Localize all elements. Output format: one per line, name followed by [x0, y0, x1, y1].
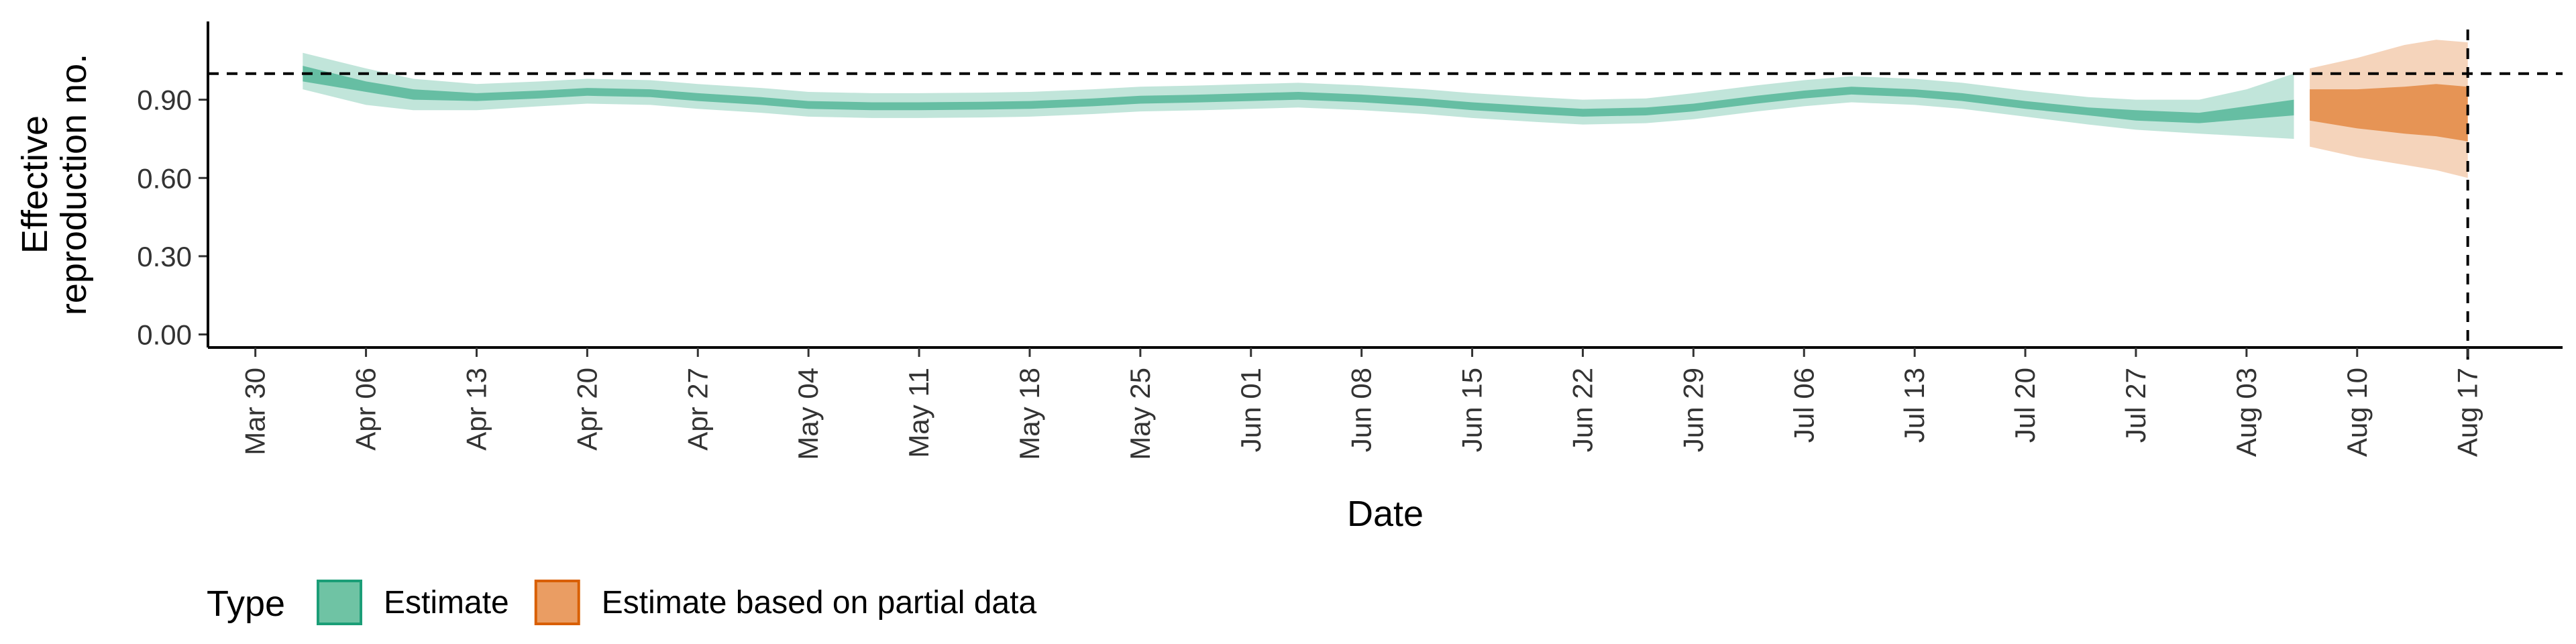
band-inner-partial	[2310, 84, 2468, 142]
x-tick-label: Aug 17	[2452, 368, 2483, 457]
legend-label-estimate: Estimate	[384, 585, 509, 621]
x-tick-label: May 11	[903, 368, 934, 458]
x-tick-label: Jun 22	[1566, 368, 1598, 452]
y-axis-title-text: Effectivereproduction no.	[15, 54, 94, 315]
x-tick-label: Mar 30	[239, 368, 271, 455]
y-tick-label: 0.00	[137, 319, 192, 351]
x-tick-label: Apr 20	[571, 368, 602, 451]
x-tick-label: Apr 27	[682, 368, 713, 451]
y-axis-ticks: 0.00 0.30 0.60 0.90	[137, 85, 208, 351]
legend: Type Estimate Estimate based on partial d…	[207, 580, 1037, 625]
x-tick-label: Jun 08	[1346, 368, 1377, 452]
y-tick-label: 0.30	[137, 241, 192, 272]
x-tick-label: Jun 15	[1456, 368, 1488, 452]
x-tick-label: Jul 13	[1898, 368, 1930, 443]
legend-swatch-estimate	[317, 580, 362, 625]
x-tick-label: Jul 06	[1788, 368, 1819, 443]
legend-title: Type	[207, 584, 285, 624]
x-tick-label: May 04	[792, 368, 824, 460]
x-tick-label: Jun 01	[1235, 368, 1267, 452]
axis-lines	[207, 21, 2563, 349]
y-tick-label: 0.60	[137, 162, 192, 194]
legend-label-partial: Estimate based on partial data	[602, 585, 1037, 621]
y-axis-title-line: Effective	[15, 115, 55, 254]
x-tick-label: Aug 03	[2231, 368, 2262, 457]
x-axis-title: Date	[1347, 494, 1424, 534]
x-tick-label: Jun 29	[1677, 368, 1709, 452]
x-tick-label: May 18	[1014, 368, 1045, 460]
y-axis-title: Effectivereproduction no.	[15, 54, 94, 315]
y-axis-title-line: reproduction no.	[54, 54, 94, 315]
band-inner-estimate	[303, 66, 2294, 123]
series-bands	[303, 40, 2468, 178]
x-axis-ticks: Mar 30 Apr 06 Apr 13 Apr 20 Apr 27 May 04 May …	[239, 347, 2483, 460]
legend-swatch-partial	[534, 580, 580, 625]
y-tick-label: 0.90	[137, 85, 192, 116]
x-tick-label: Aug 10	[2341, 368, 2373, 457]
x-tick-label: Jul 20	[2009, 368, 2041, 443]
x-tick-label: Apr 13	[460, 368, 492, 451]
reference-lines	[208, 30, 2563, 365]
x-tick-label: Jul 27	[2120, 368, 2151, 443]
x-tick-label: Apr 06	[350, 368, 382, 451]
x-tick-label: May 25	[1124, 368, 1156, 460]
